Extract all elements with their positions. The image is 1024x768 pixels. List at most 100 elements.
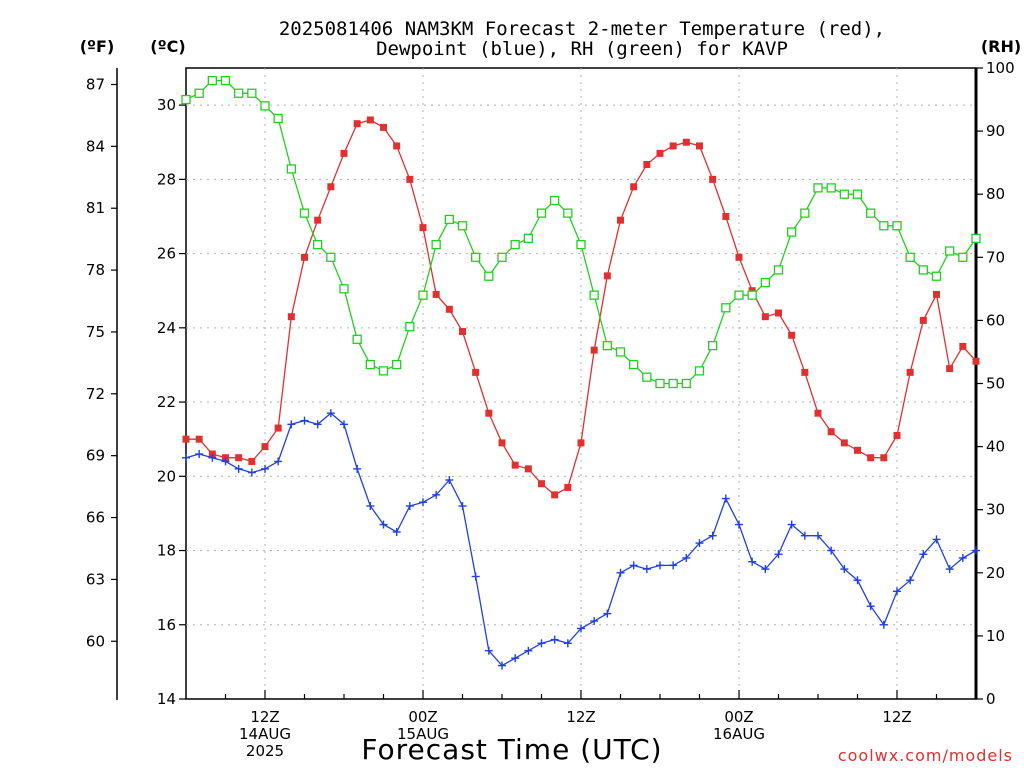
point-temperature <box>406 175 414 183</box>
point-temperature <box>972 357 980 365</box>
tick-label-x: 14AUG <box>239 725 291 743</box>
tick-label-rh: 50 <box>986 375 1005 393</box>
point-rh <box>457 221 468 231</box>
point-dewpoint <box>563 639 572 648</box>
point-temperature <box>946 365 954 373</box>
point-dewpoint <box>550 635 559 644</box>
point-rh <box>773 265 784 275</box>
point-rh <box>365 359 375 370</box>
tick-label-celsius: 22 <box>157 393 176 411</box>
tick-label-rh: 10 <box>986 627 1005 645</box>
point-temperature <box>656 149 664 157</box>
point-dewpoint <box>853 576 862 585</box>
point-rh <box>260 101 270 111</box>
point-rh <box>629 359 639 370</box>
point-dewpoint <box>537 639 546 648</box>
point-dewpoint <box>800 531 809 540</box>
point-rh <box>431 240 441 250</box>
point-rh <box>392 359 402 370</box>
point-dewpoint <box>511 654 520 663</box>
point-temperature <box>195 435 203 443</box>
point-dewpoint <box>195 450 204 459</box>
point-temperature <box>906 368 914 376</box>
point-dewpoint <box>932 535 941 544</box>
point-dewpoint <box>748 557 757 566</box>
tick-label-celsius: 30 <box>157 96 176 114</box>
point-rh <box>760 277 770 288</box>
tick-label-rh: 30 <box>986 501 1005 519</box>
chart-title-line1: 2025081406 NAM3KM Forecast 2-meter Tempe… <box>279 18 885 40</box>
point-temperature <box>274 424 282 432</box>
point-dewpoint <box>484 646 493 655</box>
point-dewpoint <box>866 602 875 611</box>
point-rh <box>708 340 718 351</box>
point-temperature <box>564 483 572 491</box>
point-dewpoint <box>261 464 269 473</box>
point-rh <box>207 75 217 86</box>
point-temperature <box>353 120 361 128</box>
tick-label-x: 12Z <box>566 708 595 726</box>
point-rh <box>655 378 665 389</box>
point-rh <box>905 252 915 262</box>
point-rh <box>563 208 573 218</box>
tick-label-celsius: 18 <box>157 542 176 560</box>
tick-label-rh: 60 <box>986 311 1005 329</box>
point-rh <box>892 221 902 231</box>
point-rh <box>352 334 362 344</box>
point-temperature <box>880 454 888 462</box>
point-temperature <box>445 305 453 313</box>
point-rh <box>668 378 678 389</box>
series-layer <box>181 75 981 670</box>
point-dewpoint <box>366 501 375 510</box>
point-temperature <box>814 409 822 417</box>
point-rh <box>852 189 863 199</box>
chart-title-line2: Dewpoint (blue), RH (green) for KAVP <box>376 38 788 60</box>
point-temperature <box>867 454 875 462</box>
point-temperature <box>722 212 730 220</box>
point-dewpoint <box>656 561 664 570</box>
point-rh <box>839 189 849 199</box>
gridlines <box>186 68 976 699</box>
point-temperature <box>393 142 401 150</box>
point-temperature <box>735 253 743 261</box>
point-dewpoint <box>458 501 467 510</box>
tick-label-x: 00Z <box>724 708 753 726</box>
point-temperature <box>801 368 809 376</box>
point-dewpoint <box>379 520 388 529</box>
point-dewpoint <box>471 572 480 581</box>
point-dewpoint <box>774 550 783 559</box>
point-rh <box>550 195 560 206</box>
point-temperature <box>603 272 611 280</box>
point-dewpoint <box>708 531 717 540</box>
point-temperature <box>301 253 308 261</box>
point-temperature <box>919 316 927 324</box>
point-dewpoint <box>972 546 980 555</box>
point-rh <box>326 252 336 262</box>
point-dewpoint <box>221 457 230 466</box>
tick-label-rh: 100 <box>986 59 1015 77</box>
tick-label-rh: 70 <box>986 248 1005 266</box>
point-temperature <box>524 465 532 473</box>
point-dewpoint <box>326 409 335 418</box>
series-line-rh <box>185 79 977 385</box>
point-dewpoint <box>893 587 901 596</box>
point-rh <box>615 347 626 357</box>
point-rh <box>694 366 705 376</box>
point-temperature <box>643 161 651 169</box>
point-temperature <box>182 435 190 443</box>
point-dewpoint <box>445 476 454 485</box>
point-rh <box>220 75 231 86</box>
point-rh <box>813 183 823 193</box>
point-temperature <box>551 491 559 499</box>
point-temperature <box>235 454 243 462</box>
point-dewpoint <box>721 494 730 503</box>
point-rh <box>787 227 797 237</box>
point-temperature <box>590 346 598 354</box>
point-dewpoint <box>682 553 691 562</box>
point-rh <box>800 208 810 218</box>
point-dewpoint <box>906 576 915 585</box>
point-rh <box>642 372 652 382</box>
point-dewpoint <box>629 561 638 570</box>
point-rh <box>602 340 612 351</box>
tick-label-rh: 40 <box>986 438 1005 456</box>
